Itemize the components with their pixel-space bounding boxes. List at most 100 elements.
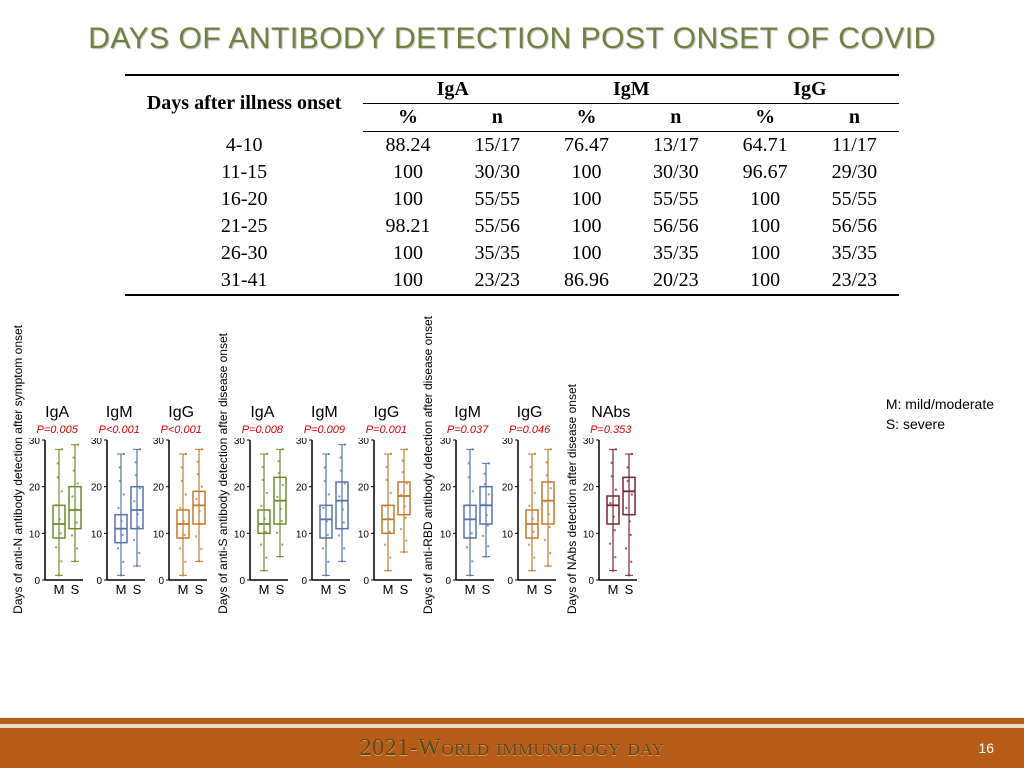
table-cell: 64.71 — [721, 132, 810, 160]
table-cell: 100 — [721, 267, 810, 295]
table-cell: 55/56 — [452, 213, 542, 240]
chart-plot: 0102030MS — [294, 438, 354, 614]
table-row: 31-4110023/2386.9620/2310023/23 — [125, 267, 899, 295]
svg-text:M: M — [607, 582, 618, 597]
table-cell: 29/30 — [810, 159, 900, 186]
table-cell: 55/55 — [452, 186, 542, 213]
table-cell: 4-10 — [125, 132, 364, 160]
boxplot-svg: 0102030MS — [500, 438, 560, 614]
panel-ylabel: Days of anti-S antibody detection after … — [215, 333, 232, 614]
table-cell: 55/55 — [631, 186, 721, 213]
svg-text:20: 20 — [501, 483, 513, 494]
table-cell: 86.96 — [542, 267, 631, 295]
chart-panel: Days of anti-RBD antibody detection afte… — [420, 316, 559, 614]
table-cell: 35/35 — [810, 240, 900, 267]
boxplot-svg: 0102030MS — [232, 438, 292, 614]
page-number: 16 — [978, 740, 994, 756]
svg-text:S: S — [543, 582, 552, 597]
svg-text:10: 10 — [583, 530, 595, 541]
svg-text:M: M — [178, 582, 189, 597]
boxplot-svg: 0102030MS — [438, 438, 498, 614]
panel-charts: IgAP=0.0080102030MSIgMP=0.0090102030MSIg… — [232, 404, 416, 614]
chart-pvalue: P<0.001 — [99, 424, 140, 436]
table-group-igg: IgG — [721, 75, 900, 104]
svg-text:30: 30 — [234, 438, 246, 447]
table-cell: 100 — [363, 240, 452, 267]
chart-label: IgM — [454, 404, 481, 422]
chart-label: IgG — [517, 404, 543, 422]
svg-text:10: 10 — [296, 530, 308, 541]
chart-column: IgMP<0.0010102030MS — [89, 404, 149, 614]
svg-text:0: 0 — [364, 576, 370, 587]
chart-pvalue: P=0.009 — [304, 424, 345, 436]
legend-s: S: severe — [886, 415, 994, 435]
chart-label: IgA — [250, 404, 274, 422]
table-cell: 100 — [542, 186, 631, 213]
chart-column: IgMP=0.0370102030MS — [438, 404, 498, 614]
boxplot-svg: 0102030MS — [89, 438, 149, 614]
table-row: 4-1088.2415/1776.4713/1764.7111/17 — [125, 132, 899, 160]
chart-plot: 0102030MS — [89, 438, 149, 614]
svg-text:30: 30 — [358, 438, 370, 447]
svg-text:0: 0 — [35, 576, 41, 587]
chart-label: IgM — [311, 404, 338, 422]
svg-text:10: 10 — [439, 530, 451, 541]
table-group-iga: IgA — [363, 75, 542, 104]
svg-text:S: S — [195, 582, 204, 597]
svg-text:30: 30 — [439, 438, 451, 447]
table-subheader: % — [542, 104, 631, 132]
chart-column: IgAP=0.0080102030MS — [232, 404, 292, 614]
chart-plot: 0102030MS — [500, 438, 560, 614]
antibody-table: Days after illness onset IgA IgM IgG %n%… — [125, 74, 899, 296]
svg-text:M: M — [321, 582, 332, 597]
chart-panel: Days of anti-S antibody detection after … — [215, 333, 416, 614]
table-cell: 98.21 — [363, 213, 452, 240]
table-cell: 100 — [542, 213, 631, 240]
svg-text:30: 30 — [29, 438, 41, 447]
svg-text:10: 10 — [358, 530, 370, 541]
chart-pvalue: P=0.046 — [509, 424, 550, 436]
chart-column: IgG P=0.046 0102030MS — [500, 404, 560, 614]
table-row: 11-1510030/3010030/3096.6729/30 — [125, 159, 899, 186]
svg-text:S: S — [624, 582, 633, 597]
chart-pvalue: P<0.001 — [161, 424, 202, 436]
panel-ylabel: Days of anti-N antibody detection after … — [10, 325, 27, 614]
chart-plot: 0102030MS — [151, 438, 211, 614]
chart-plot: 0102030MS — [232, 438, 292, 614]
chart-label: NAbs — [591, 404, 630, 422]
chart-column: IgMP=0.0090102030MS — [294, 404, 354, 614]
boxplot-svg: 0102030MS — [27, 438, 87, 614]
table-cell: 26-30 — [125, 240, 364, 267]
chart-plot: 0102030MS — [581, 438, 641, 614]
table-cell: 100 — [721, 186, 810, 213]
svg-text:10: 10 — [29, 530, 41, 541]
svg-text:0: 0 — [240, 576, 246, 587]
svg-text:0: 0 — [445, 576, 451, 587]
table-group-igm: IgM — [542, 75, 721, 104]
table-cell: 55/55 — [810, 186, 900, 213]
chart-pvalue: P=0.353 — [590, 424, 631, 436]
footer-main: 2021-World immunology day 16 — [0, 728, 1024, 768]
svg-text:20: 20 — [583, 483, 595, 494]
table-row: 26-3010035/3510035/3510035/35 — [125, 240, 899, 267]
svg-text:S: S — [481, 582, 490, 597]
svg-text:0: 0 — [97, 576, 103, 587]
svg-text:20: 20 — [296, 483, 308, 494]
table-cell: 30/30 — [631, 159, 721, 186]
svg-text:10: 10 — [153, 530, 165, 541]
svg-text:30: 30 — [583, 438, 595, 447]
chart-column: IgAP=0.0050102030MS — [27, 404, 87, 614]
table-cell: 100 — [542, 240, 631, 267]
svg-text:20: 20 — [153, 483, 165, 494]
slide-title: DAYS OF ANTIBODY DETECTION POST ONSET OF… — [0, 0, 1024, 74]
table-cell: 100 — [363, 159, 452, 186]
chart-pvalue: P=0.037 — [447, 424, 488, 436]
table-cell: 11-15 — [125, 159, 364, 186]
boxplot-svg: 0102030MS — [294, 438, 354, 614]
svg-text:20: 20 — [358, 483, 370, 494]
table-cell: 13/17 — [631, 132, 721, 160]
table-cell: 23/23 — [810, 267, 900, 295]
svg-text:M: M — [383, 582, 394, 597]
svg-text:30: 30 — [91, 438, 103, 447]
chart-column: NAbsP=0.3530102030MS — [581, 404, 641, 614]
